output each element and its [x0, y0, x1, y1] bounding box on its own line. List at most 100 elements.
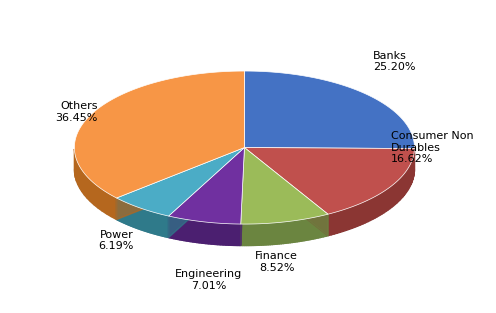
Polygon shape [245, 224, 247, 245]
Text: Others
36.45%: Others 36.45% [55, 101, 98, 123]
Polygon shape [379, 193, 382, 215]
Polygon shape [360, 203, 363, 225]
Polygon shape [76, 160, 78, 185]
Text: Consumer Non
Durables
16.62%: Consumer Non Durables 16.62% [391, 131, 474, 164]
Polygon shape [150, 211, 151, 233]
Polygon shape [268, 223, 270, 245]
Polygon shape [371, 198, 372, 220]
Polygon shape [147, 210, 148, 232]
Polygon shape [325, 215, 326, 237]
Polygon shape [404, 172, 405, 196]
Polygon shape [139, 208, 140, 229]
Polygon shape [120, 200, 121, 222]
Polygon shape [243, 224, 245, 245]
Polygon shape [188, 220, 190, 242]
Polygon shape [157, 213, 158, 235]
Polygon shape [296, 220, 298, 242]
Polygon shape [409, 165, 410, 188]
Polygon shape [161, 214, 163, 236]
Text: Engineering
7.01%: Engineering 7.01% [175, 269, 242, 291]
Polygon shape [320, 216, 321, 238]
Polygon shape [230, 224, 232, 245]
Polygon shape [222, 223, 224, 245]
Polygon shape [156, 213, 157, 235]
Polygon shape [245, 147, 415, 214]
Polygon shape [305, 219, 306, 241]
Polygon shape [328, 213, 331, 236]
Polygon shape [201, 222, 203, 243]
Polygon shape [82, 170, 84, 195]
Polygon shape [349, 207, 352, 229]
Polygon shape [241, 169, 245, 245]
Polygon shape [254, 224, 255, 245]
Polygon shape [118, 198, 119, 220]
Polygon shape [127, 203, 128, 225]
Polygon shape [407, 168, 408, 191]
Polygon shape [122, 201, 123, 223]
Polygon shape [149, 211, 150, 233]
Polygon shape [191, 220, 192, 242]
Polygon shape [276, 223, 278, 244]
Polygon shape [140, 208, 141, 230]
Polygon shape [247, 224, 248, 245]
Polygon shape [169, 147, 245, 224]
Polygon shape [176, 218, 177, 239]
Polygon shape [308, 218, 310, 240]
Polygon shape [316, 217, 318, 239]
Polygon shape [298, 220, 299, 242]
Polygon shape [117, 169, 245, 219]
Polygon shape [412, 158, 413, 181]
Polygon shape [274, 223, 276, 244]
Polygon shape [169, 216, 170, 238]
Polygon shape [265, 223, 267, 245]
Polygon shape [204, 222, 206, 244]
Polygon shape [181, 218, 183, 240]
Polygon shape [290, 221, 292, 243]
Polygon shape [235, 224, 236, 245]
Polygon shape [346, 208, 349, 230]
Text: Finance
8.52%: Finance 8.52% [255, 251, 298, 273]
Polygon shape [78, 163, 80, 188]
Polygon shape [169, 169, 245, 238]
Polygon shape [306, 218, 308, 240]
Polygon shape [190, 220, 191, 242]
Polygon shape [74, 169, 415, 245]
Polygon shape [355, 205, 358, 227]
Polygon shape [210, 223, 212, 244]
Polygon shape [138, 207, 139, 229]
Polygon shape [245, 71, 415, 149]
Polygon shape [318, 216, 320, 238]
Polygon shape [239, 224, 241, 245]
Polygon shape [132, 205, 133, 227]
Polygon shape [337, 211, 340, 233]
Polygon shape [285, 222, 287, 243]
Polygon shape [123, 201, 124, 223]
Polygon shape [144, 209, 145, 231]
Polygon shape [98, 187, 102, 211]
Polygon shape [283, 222, 285, 244]
Polygon shape [80, 167, 82, 192]
Polygon shape [129, 204, 130, 226]
Polygon shape [411, 162, 412, 185]
Polygon shape [294, 221, 296, 242]
Polygon shape [236, 224, 238, 245]
Polygon shape [102, 189, 107, 214]
Polygon shape [408, 166, 409, 189]
Polygon shape [224, 223, 226, 245]
Polygon shape [334, 212, 337, 234]
Polygon shape [352, 206, 355, 228]
Polygon shape [152, 212, 153, 233]
Polygon shape [207, 222, 209, 244]
Polygon shape [310, 218, 311, 240]
Polygon shape [112, 195, 117, 219]
Polygon shape [263, 223, 265, 245]
Polygon shape [227, 224, 229, 245]
Polygon shape [183, 219, 184, 241]
Polygon shape [358, 204, 360, 226]
Polygon shape [125, 202, 126, 224]
Polygon shape [203, 222, 204, 244]
Polygon shape [281, 222, 283, 244]
Polygon shape [388, 187, 390, 210]
Polygon shape [94, 183, 98, 208]
Polygon shape [245, 169, 328, 236]
